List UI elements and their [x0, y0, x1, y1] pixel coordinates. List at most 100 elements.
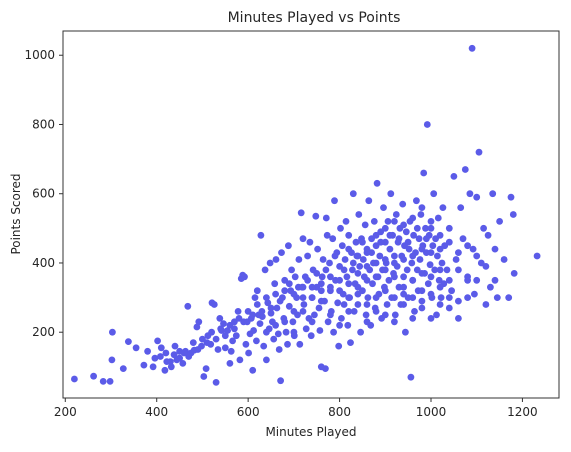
data-point — [413, 266, 421, 274]
data-point — [258, 308, 266, 315]
data-point — [340, 266, 348, 274]
data-point — [250, 327, 257, 334]
data-point — [445, 276, 453, 284]
data-point — [372, 308, 380, 315]
data-point — [372, 294, 380, 301]
data-point — [253, 301, 261, 308]
data-point — [482, 301, 490, 308]
data-point — [450, 173, 458, 180]
data-point — [106, 378, 114, 385]
data-point — [430, 190, 438, 198]
data-point — [327, 311, 334, 319]
data-point — [224, 327, 232, 334]
data-point — [482, 263, 490, 270]
data-point — [157, 353, 164, 360]
data-point — [505, 294, 513, 301]
data-point — [108, 356, 116, 364]
data-point — [381, 311, 389, 319]
data-point — [289, 318, 297, 326]
data-point — [337, 224, 344, 232]
data-point — [475, 148, 483, 156]
data-point — [403, 266, 411, 274]
data-point — [194, 346, 202, 353]
data-point — [281, 318, 289, 326]
data-point — [272, 290, 279, 298]
data-point — [306, 238, 314, 246]
data-point — [434, 252, 441, 260]
data-point — [322, 214, 330, 222]
data-point — [402, 228, 410, 236]
data-point — [99, 378, 107, 385]
data-point — [161, 366, 169, 374]
data-point — [386, 245, 394, 253]
data-point — [400, 273, 407, 281]
data-point — [315, 304, 323, 312]
data-point — [402, 328, 409, 336]
data-point — [253, 337, 260, 345]
data-point — [274, 330, 282, 338]
data-point — [193, 323, 201, 331]
x-tick-label: 800 — [328, 405, 351, 419]
data-point — [354, 290, 362, 298]
data-point — [282, 328, 290, 336]
data-point — [471, 290, 478, 298]
data-point — [202, 365, 210, 372]
data-point — [278, 249, 285, 256]
data-point — [381, 256, 389, 263]
data-point — [361, 221, 369, 229]
data-point — [242, 340, 250, 348]
data-point — [296, 340, 304, 348]
data-point — [466, 190, 474, 198]
data-point — [418, 204, 426, 212]
data-point — [212, 335, 220, 343]
data-point — [455, 266, 462, 274]
data-point — [436, 301, 444, 308]
data-point — [214, 346, 222, 353]
data-point — [267, 309, 275, 317]
data-point — [461, 166, 469, 173]
data-point — [345, 231, 353, 239]
data-point — [263, 328, 270, 336]
data-point — [359, 256, 367, 263]
data-point — [208, 328, 216, 336]
data-point — [363, 263, 371, 270]
data-point — [429, 242, 437, 250]
data-point — [455, 249, 462, 256]
data-point — [385, 276, 393, 284]
data-point — [203, 339, 211, 346]
data-point — [386, 231, 394, 239]
data-point — [455, 315, 462, 322]
data-point — [314, 245, 321, 253]
x-axis: 200 400 600 800 1000 1200 — [54, 398, 538, 419]
y-tick-label: 200 — [32, 325, 55, 339]
data-point — [227, 347, 235, 355]
data-point — [391, 294, 398, 301]
data-point — [411, 308, 418, 315]
data-point — [455, 297, 462, 305]
data-point — [284, 340, 291, 348]
data-point — [448, 287, 455, 295]
data-point — [509, 211, 517, 218]
data-point — [404, 238, 412, 246]
data-point — [244, 308, 252, 315]
data-point — [235, 315, 243, 322]
data-point — [387, 190, 395, 198]
data-point — [317, 297, 325, 305]
data-point — [417, 211, 425, 218]
data-point — [217, 325, 225, 333]
data-point — [372, 242, 380, 250]
data-point — [384, 218, 392, 225]
data-point — [272, 321, 279, 329]
data-point — [407, 373, 415, 381]
data-point — [409, 276, 417, 284]
data-point — [334, 299, 342, 307]
data-point — [409, 315, 417, 322]
data-point — [221, 332, 229, 340]
data-point — [245, 349, 253, 357]
data-point — [249, 311, 257, 319]
data-point — [365, 197, 373, 205]
data-point — [167, 358, 174, 365]
data-point — [354, 301, 362, 308]
data-point — [288, 266, 295, 274]
data-point — [189, 339, 197, 346]
